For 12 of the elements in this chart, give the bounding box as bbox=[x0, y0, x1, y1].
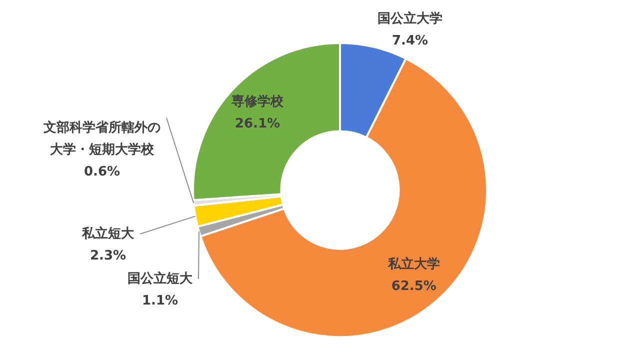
data-label: 62.5% bbox=[391, 278, 436, 294]
data-label: 2.3% bbox=[90, 248, 126, 264]
slice-label: 国公立大学 bbox=[378, 10, 442, 26]
data-label: 0.6% bbox=[84, 164, 120, 180]
slice-label: 専修学校 bbox=[230, 93, 284, 110]
slice-label: 私立大学 bbox=[386, 256, 440, 272]
slice-label: 私立短大 bbox=[81, 225, 135, 242]
slice-label: 文部科学省所轄外の大学・短期大学校 bbox=[42, 119, 160, 158]
data-label: 7.4% bbox=[392, 33, 428, 48]
data-label: 26.1% bbox=[234, 116, 280, 132]
data-label: 1.1% bbox=[142, 293, 178, 308]
slice-label: 国公立短大 bbox=[128, 270, 194, 286]
